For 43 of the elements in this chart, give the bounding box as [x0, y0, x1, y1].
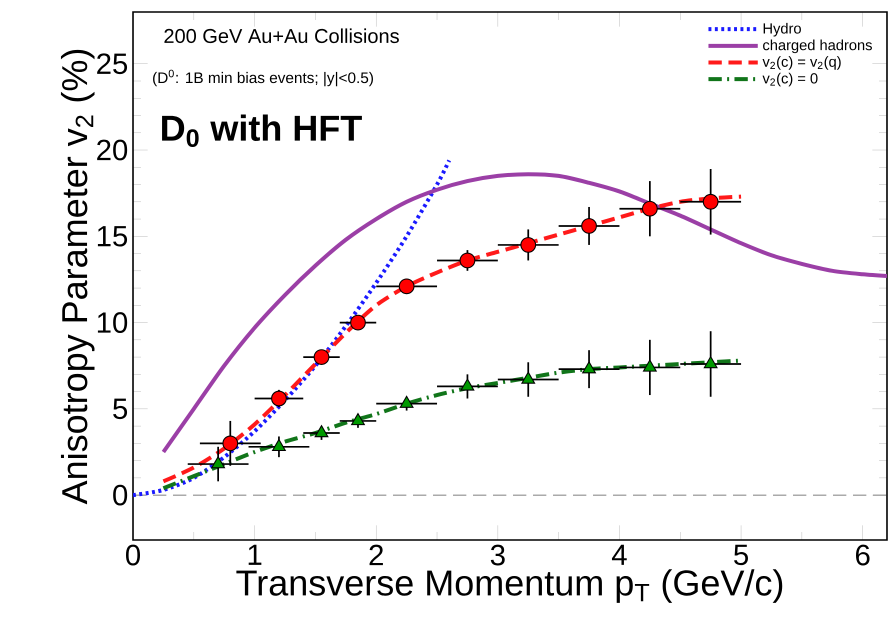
- x-tick-label: 2: [370, 544, 383, 566]
- legend-label: Hydro: [764, 22, 801, 37]
- point: [642, 360, 657, 372]
- x-tick-label: 0: [126, 544, 140, 566]
- y-tick-label: 0: [113, 484, 128, 506]
- x-tick-label: 3: [490, 544, 505, 566]
- x-tick-label: 4: [612, 544, 627, 565]
- y-tick-label: 25: [97, 53, 128, 74]
- point: [398, 278, 415, 294]
- line-series: [161, 194, 744, 484]
- legend-label: charged hadrons: [763, 40, 872, 54]
- annotation: (D$^{0}$: 1B min bias events; |y|<0.5): [153, 70, 373, 86]
- point: [314, 349, 330, 365]
- point: [351, 413, 365, 426]
- y-tick-label: 10: [98, 312, 128, 333]
- y-tick-label: 5: [113, 398, 128, 420]
- y-tick-label: 15: [98, 226, 128, 247]
- annotation: 200 GeV Au+Au Collisions: [164, 28, 399, 44]
- point: [460, 378, 474, 391]
- point: [272, 438, 286, 452]
- point: [520, 237, 536, 253]
- line-series: [133, 158, 452, 498]
- point: [314, 425, 328, 438]
- annotation: D$_{0}$ with HFT: [162, 114, 362, 148]
- x-tick-label: 6: [856, 544, 870, 566]
- point: [704, 356, 718, 368]
- point: [350, 314, 366, 330]
- point: [702, 194, 719, 210]
- x-tick-label: 5: [734, 544, 748, 566]
- legend-label: v$_{2}$(c) = 0: [762, 72, 818, 86]
- y-tick-label: 20: [97, 140, 128, 160]
- y-axis-title: Anisotropy Parameter v$_{2}$ (%): [60, 50, 95, 504]
- point: [400, 396, 414, 408]
- line-series: [161, 172, 887, 454]
- x-axis-title: Transverse Momentum p$_{T}$ (GeV/c): [236, 569, 782, 603]
- point: [582, 361, 596, 374]
- legend-label: v$_{2}$(c) = v$_{2}$(q): [762, 56, 841, 70]
- point: [581, 218, 597, 234]
- point: [211, 456, 226, 468]
- point: [460, 252, 476, 268]
- x-tick-label: 1: [248, 544, 262, 565]
- point: [642, 200, 658, 217]
- point: [521, 372, 536, 384]
